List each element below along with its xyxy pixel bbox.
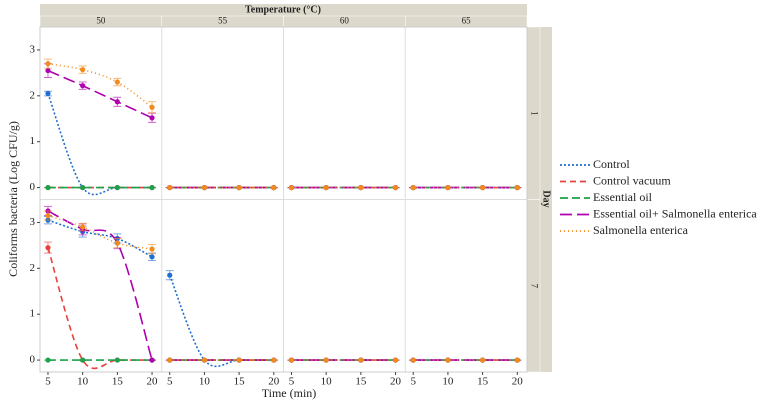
data-point [45,245,51,251]
facet-title: Temperature (°C) [245,4,321,15]
column-label: 60 [340,16,350,26]
x-tick-label: 20 [147,376,159,388]
data-point [514,357,520,363]
data-point [288,184,295,191]
y-tick-label: 0 [30,181,36,193]
x-tick-label: 10 [321,376,333,388]
y-tick-label: 0 [30,354,36,366]
data-point [392,184,399,191]
data-point [167,184,173,191]
data-point [480,184,486,191]
series-line [47,62,153,108]
data-point [201,357,208,363]
data-point [167,272,173,278]
y-tick-label: 1 [30,308,36,320]
data-point [445,184,451,191]
data-point [480,357,486,363]
data-point [80,67,86,73]
data-point [149,254,155,260]
title-strip [40,4,527,16]
data-point [288,357,295,363]
data-point [114,240,120,246]
data-point [149,115,155,121]
y-axis-label: Coliforms bacteria (Log CFU/g) [6,121,20,277]
data-point [514,184,520,191]
data-point [80,357,86,363]
legend-label: Essential oil [593,190,653,204]
legend-label: Salmonella enterica [593,223,689,237]
column-label: 65 [462,16,472,26]
data-point [323,357,329,363]
data-point [323,184,329,191]
x-tick-label: 20 [512,376,524,388]
data-point [392,357,399,363]
x-tick-label: 10 [77,376,89,388]
data-point [358,357,364,363]
data-point [149,246,155,252]
data-point [445,357,451,363]
y-tick-label: 1 [30,135,36,147]
data-point [114,99,120,105]
row-title-strip [540,27,552,372]
data-point [45,90,51,97]
row-label: 7 [529,284,539,289]
data-point [45,357,51,363]
series-line [47,210,153,361]
x-tick-label: 10 [199,376,211,388]
data-point [410,184,416,191]
data-point [358,184,364,191]
row-label: 1 [529,111,539,116]
column-label: 55 [218,16,228,26]
plot-frame [39,26,528,373]
x-tick-label: 20 [390,376,402,388]
data-point [45,67,51,74]
x-tick-label: 15 [477,376,489,388]
data-point [80,224,86,230]
data-point [80,184,86,191]
y-tick-label: 3 [30,43,36,55]
data-point [149,357,155,363]
series-line [47,247,153,370]
data-point [149,104,155,110]
data-point [149,184,155,191]
data-point [45,61,51,67]
x-tick-label: 15 [112,376,124,388]
y-tick-label: 3 [30,216,36,228]
data-point [114,357,120,363]
x-tick-label: 15 [355,376,367,388]
series-line [47,69,153,119]
x-tick-label: 20 [268,376,280,388]
x-tick-label: 5 [289,376,295,388]
x-tick-label: 5 [167,376,173,388]
data-point [45,212,51,219]
legend-label: Control [593,157,630,171]
column-label: 50 [96,16,106,26]
legend-label: Essential oil+ Salmonella enterica [593,206,757,220]
y-tick-label: 2 [30,262,36,274]
data-point [271,184,277,191]
row-title: Day [541,190,552,207]
data-point [45,184,51,191]
x-tick-label: 10 [442,376,454,388]
data-point [271,357,277,363]
data-point [114,184,120,191]
series-line [47,93,153,196]
data-point [410,357,416,363]
data-point [114,79,120,85]
x-tick-label: 5 [410,376,416,388]
series-line [168,274,274,368]
data-point [236,357,242,363]
x-axis-label: Time (min) [262,386,317,400]
legend-label: Control vacuum [593,173,671,187]
data-point [201,184,208,191]
series-line [47,214,153,250]
x-tick-label: 5 [45,376,51,388]
x-tick-label: 15 [234,376,246,388]
data-point [236,184,242,191]
data-point [167,357,173,363]
series-line [47,219,153,258]
data-point [80,83,86,89]
y-tick-label: 2 [30,89,36,101]
